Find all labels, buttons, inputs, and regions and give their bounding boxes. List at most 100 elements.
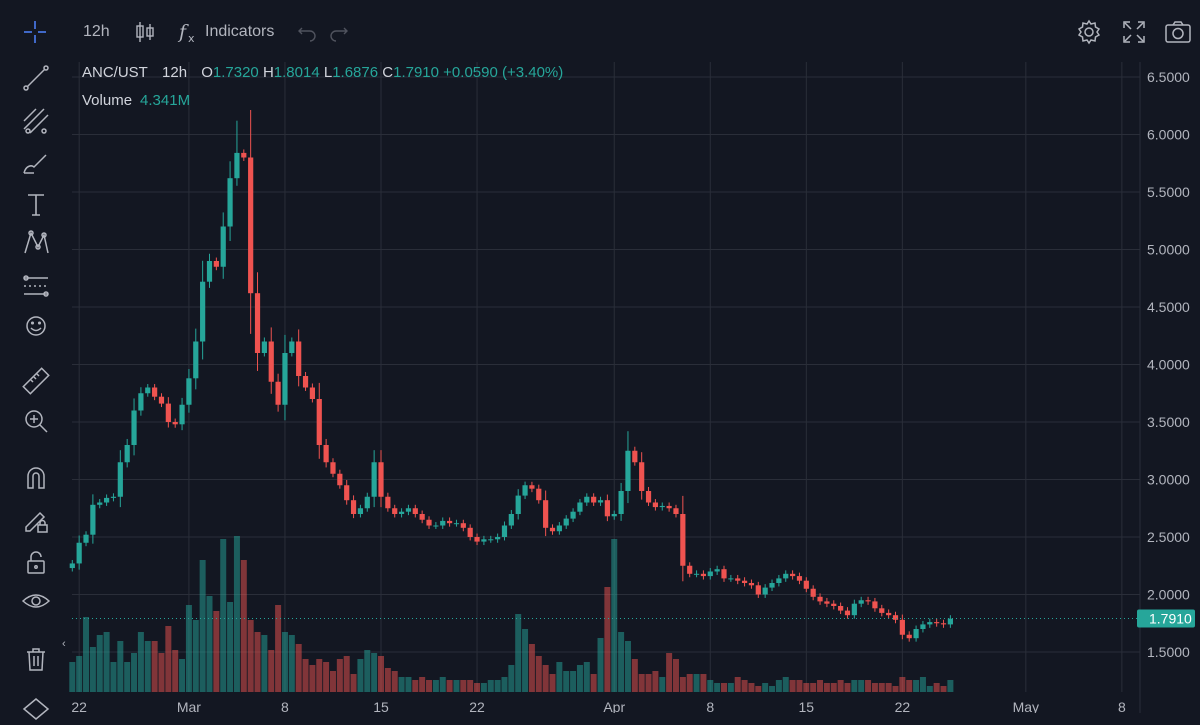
candle-body <box>947 618 953 625</box>
y-tick-label: 4.0000 <box>1147 357 1190 373</box>
lock-draw-icon[interactable] <box>20 505 52 537</box>
candle-body <box>755 585 761 595</box>
volume-bar <box>179 659 186 692</box>
volume-bar <box>624 641 631 692</box>
candle-body <box>179 404 185 425</box>
interval-label: 12h <box>162 64 188 81</box>
candle-body <box>460 523 466 528</box>
lock-icon[interactable] <box>20 546 52 578</box>
candle-body <box>261 341 267 353</box>
settings-icon[interactable] <box>1076 19 1102 45</box>
indicators-button[interactable]: Indicators <box>205 23 275 40</box>
candle-body <box>563 518 569 526</box>
volume-bar <box>426 680 433 692</box>
candle-body <box>330 462 336 474</box>
volume-bar <box>206 596 213 692</box>
candles-icon[interactable] <box>132 19 158 45</box>
candle-body <box>666 505 672 509</box>
candle-body <box>220 226 226 267</box>
candle-body <box>385 496 391 509</box>
symbol-name[interactable]: ANC/UST <box>82 64 148 81</box>
open-value: 1.7320 <box>212 64 259 81</box>
candle-body <box>556 525 562 532</box>
candle-body <box>206 261 213 282</box>
volume-bar <box>837 680 844 692</box>
volume-bar <box>131 653 138 692</box>
redo-icon[interactable] <box>328 20 350 42</box>
volume-bar <box>364 650 371 692</box>
candle-body <box>721 569 727 579</box>
eye-icon[interactable] <box>20 585 52 617</box>
volume-bar <box>467 680 474 692</box>
candle-body <box>254 293 261 353</box>
candle-body <box>426 519 432 526</box>
candle-body <box>536 488 542 501</box>
volume-bar <box>378 656 384 692</box>
candle-body <box>920 624 926 629</box>
candle-body <box>495 537 501 540</box>
candlesticks <box>69 110 953 642</box>
candle-body <box>741 580 748 583</box>
text-icon[interactable] <box>20 189 52 221</box>
trend-line-icon[interactable] <box>20 62 52 94</box>
close-value: 1.7910 <box>393 64 439 81</box>
candle-body <box>357 508 364 514</box>
volume-bar <box>576 665 583 692</box>
magnet-icon[interactable] <box>20 462 52 494</box>
candle-body <box>440 520 446 526</box>
candle-body <box>844 610 851 616</box>
candle-body <box>104 497 110 503</box>
volume-bar <box>172 650 179 692</box>
candle-body <box>645 491 652 503</box>
fib-icon[interactable] <box>20 105 52 137</box>
y-tick-label: 6.5000 <box>1147 69 1190 85</box>
candle-body <box>659 505 665 508</box>
fullscreen-icon[interactable] <box>1121 19 1147 45</box>
candle-body <box>824 601 830 604</box>
volume-bar <box>679 677 686 692</box>
volume-bar <box>254 632 261 692</box>
trash-icon[interactable] <box>20 643 52 675</box>
expand-toolbar-icon[interactable]: ‹ <box>62 638 66 650</box>
volume-label[interactable]: Volume <box>82 92 133 109</box>
x-tick-label: 8 <box>281 699 289 713</box>
volume-bar <box>83 617 90 692</box>
camera-icon[interactable] <box>1164 19 1192 45</box>
hide-drawings-icon[interactable] <box>20 693 52 725</box>
volume-bar <box>817 680 824 692</box>
x-tick-label: 22 <box>469 699 485 713</box>
volume-bar <box>165 626 172 692</box>
volume-bar <box>618 632 625 692</box>
interval-button[interactable]: 12h <box>83 23 110 40</box>
volume-bar <box>542 665 549 692</box>
candle-body <box>714 569 720 572</box>
candle-body <box>906 634 912 639</box>
volume-bar <box>563 671 570 692</box>
pattern-icon[interactable] <box>20 227 52 259</box>
volume-bar <box>261 635 268 692</box>
volume-bar <box>309 665 316 692</box>
volume-bar <box>672 659 679 692</box>
candle-body <box>172 422 178 425</box>
volume-bar <box>357 659 364 692</box>
zoom-in-icon[interactable] <box>20 405 52 437</box>
volume-bar <box>323 662 330 692</box>
candle-body <box>769 583 775 588</box>
volume-bar <box>515 614 522 692</box>
candle-body <box>934 622 940 624</box>
crosshair-icon[interactable] <box>22 19 48 45</box>
candle-body <box>790 573 796 577</box>
ruler-icon[interactable] <box>20 365 52 397</box>
undo-icon[interactable] <box>296 20 318 42</box>
emoji-icon[interactable] <box>20 310 52 342</box>
volume-bar <box>652 671 659 692</box>
candle-body <box>639 462 645 491</box>
volume-bar <box>275 605 282 692</box>
volume-bar <box>124 662 131 692</box>
time-scale: 22 Mar 8 15 22 Apr 8 15 22 May 8 <box>71 699 1126 713</box>
prediction-icon[interactable] <box>20 270 52 302</box>
volume-bar <box>803 683 810 692</box>
brush-icon[interactable] <box>20 147 52 179</box>
